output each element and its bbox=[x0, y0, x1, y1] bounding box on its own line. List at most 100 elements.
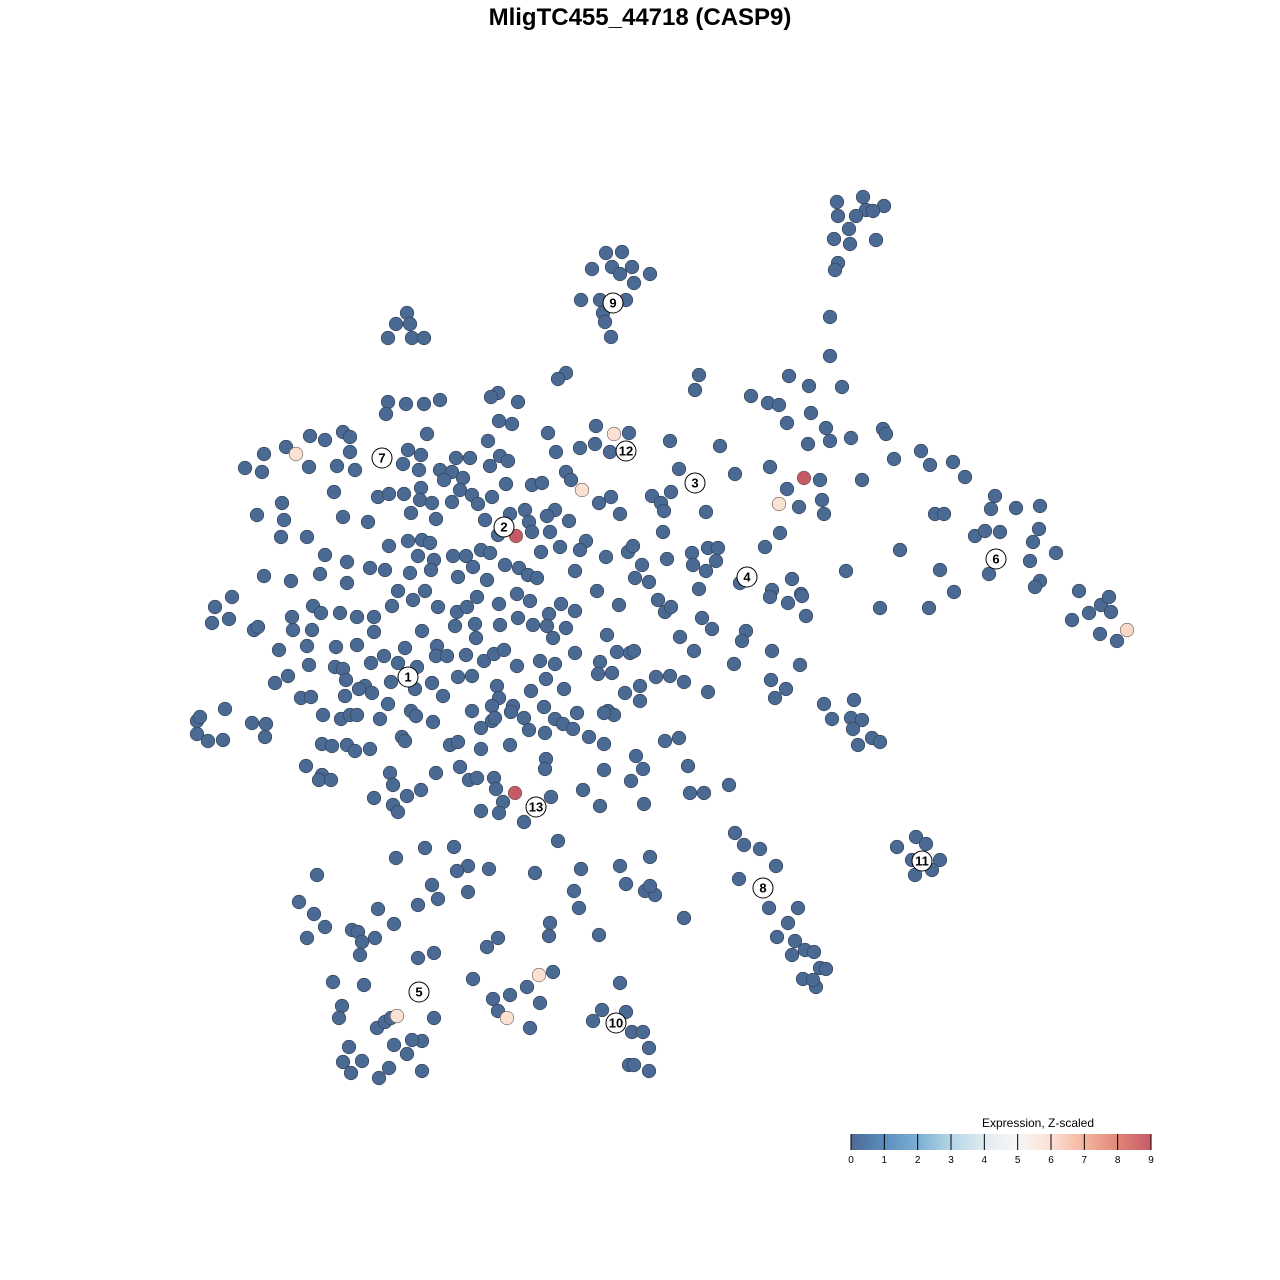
data-point bbox=[529, 570, 545, 586]
data-point bbox=[280, 668, 296, 684]
data-point bbox=[349, 707, 365, 723]
data-point bbox=[329, 458, 345, 474]
data-point bbox=[491, 596, 507, 612]
data-point bbox=[417, 840, 433, 856]
data-point bbox=[464, 668, 480, 684]
data-point bbox=[556, 681, 572, 697]
data-point bbox=[771, 397, 787, 413]
data-point bbox=[957, 469, 973, 485]
data-point bbox=[299, 529, 315, 545]
cluster-label-badge bbox=[525, 796, 547, 818]
cluster-label-text: 2 bbox=[500, 520, 507, 535]
data-point bbox=[1032, 498, 1048, 514]
data-point bbox=[276, 512, 292, 528]
data-point bbox=[487, 710, 503, 726]
data-point bbox=[803, 405, 819, 421]
data-point bbox=[1031, 521, 1047, 537]
data-point bbox=[356, 977, 372, 993]
cluster-label: 11 bbox=[911, 850, 933, 872]
data-point bbox=[550, 833, 566, 849]
data-point bbox=[224, 589, 240, 605]
data-point bbox=[584, 261, 600, 277]
data-point bbox=[339, 554, 355, 570]
data-point bbox=[878, 426, 894, 442]
data-point bbox=[572, 440, 588, 456]
data-point bbox=[818, 420, 834, 436]
data-point bbox=[465, 559, 481, 575]
data-point bbox=[221, 611, 237, 627]
data-point bbox=[585, 1013, 601, 1029]
data-point bbox=[207, 599, 223, 615]
cluster-label-text: 13 bbox=[529, 800, 543, 815]
cluster-label-badge bbox=[752, 877, 774, 899]
data-point bbox=[567, 563, 583, 579]
data-point bbox=[432, 392, 448, 408]
data-point bbox=[614, 244, 630, 260]
data-point bbox=[467, 616, 483, 632]
data-point bbox=[256, 446, 272, 462]
data-point bbox=[801, 378, 817, 394]
cluster-label-text: 10 bbox=[609, 1016, 623, 1031]
cluster-label-badge bbox=[911, 850, 933, 872]
data-point bbox=[510, 610, 526, 626]
data-point bbox=[826, 231, 842, 247]
data-point bbox=[596, 762, 612, 778]
data-point bbox=[402, 316, 418, 332]
data-point bbox=[360, 514, 376, 530]
data-point bbox=[450, 569, 466, 585]
data-point bbox=[325, 974, 341, 990]
data-point bbox=[784, 947, 800, 963]
data-point bbox=[504, 416, 520, 432]
data-point bbox=[413, 782, 429, 798]
data-point bbox=[850, 737, 866, 753]
data-point bbox=[757, 539, 773, 555]
data-point bbox=[790, 900, 806, 916]
data-point bbox=[492, 617, 508, 633]
data-point bbox=[636, 796, 652, 812]
data-point bbox=[784, 571, 800, 587]
data-point bbox=[386, 916, 402, 932]
data-point bbox=[685, 557, 701, 573]
data-point bbox=[422, 535, 438, 551]
data-point bbox=[500, 453, 516, 469]
data-point bbox=[489, 678, 505, 694]
data-point bbox=[396, 486, 412, 502]
data-point bbox=[285, 622, 301, 638]
data-point bbox=[430, 599, 446, 615]
data-point bbox=[854, 712, 870, 728]
data-point bbox=[402, 565, 418, 581]
data-point bbox=[386, 1037, 402, 1053]
data-point bbox=[886, 451, 902, 467]
data-point bbox=[423, 562, 439, 578]
data-point bbox=[390, 804, 406, 820]
data-point bbox=[479, 939, 495, 955]
data-point bbox=[686, 643, 702, 659]
data-point bbox=[945, 454, 961, 470]
data-point bbox=[822, 309, 838, 325]
data-point bbox=[764, 643, 780, 659]
data-point bbox=[780, 915, 796, 931]
data-point bbox=[445, 548, 461, 564]
data-point bbox=[381, 538, 397, 554]
data-point bbox=[509, 658, 525, 674]
data-point bbox=[694, 610, 710, 626]
data-point bbox=[865, 203, 881, 219]
data-point bbox=[317, 432, 333, 448]
data-point bbox=[543, 789, 559, 805]
cluster-label-text: 7 bbox=[378, 451, 385, 466]
data-point bbox=[382, 765, 398, 781]
data-point bbox=[822, 433, 838, 449]
data-point bbox=[1101, 589, 1117, 605]
data-point bbox=[376, 648, 392, 664]
data-point bbox=[328, 639, 344, 655]
data-point bbox=[834, 379, 850, 395]
cluster-label-text: 9 bbox=[609, 296, 616, 311]
data-point bbox=[458, 647, 474, 663]
data-point bbox=[655, 524, 671, 540]
cluster-label-text: 8 bbox=[759, 881, 766, 896]
data-point bbox=[302, 428, 318, 444]
data-point bbox=[425, 714, 441, 730]
data-point bbox=[313, 605, 329, 621]
data-point bbox=[698, 504, 714, 520]
data-point bbox=[342, 429, 358, 445]
